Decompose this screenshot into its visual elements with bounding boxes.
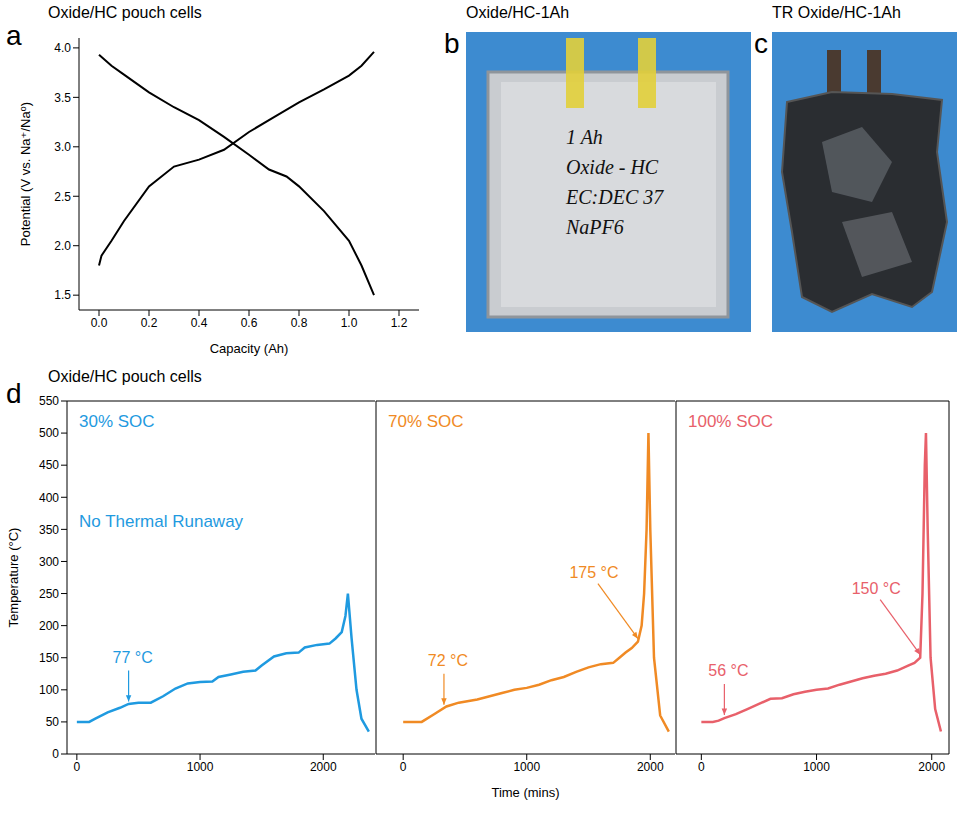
- svg-text:EC:DEC 37: EC:DEC 37: [565, 186, 664, 208]
- html-text:70% SOC: 70% SOC: [388, 412, 464, 431]
- svg-text:500: 500: [39, 426, 59, 440]
- svg-text:3.0: 3.0: [54, 140, 71, 154]
- svg-text:Capacity (Ah): Capacity (Ah): [210, 341, 289, 356]
- svg-text:0: 0: [74, 760, 81, 774]
- svg-text:150 °C: 150 °C: [852, 580, 901, 597]
- svg-text:Temperature (°C): Temperature (°C): [6, 528, 21, 628]
- html-text:100% SOC: 100% SOC: [688, 412, 773, 431]
- svg-text:56 °C: 56 °C: [708, 662, 748, 679]
- svg-text:350: 350: [39, 523, 59, 537]
- svg-text:1.0: 1.0: [341, 316, 358, 330]
- svg-text:72 °C: 72 °C: [428, 652, 468, 669]
- svg-text:200: 200: [39, 619, 59, 633]
- svg-text:300: 300: [39, 555, 59, 569]
- svg-text:175 °C: 175 °C: [569, 564, 618, 581]
- html-text:Oxide/HC-1Ah: Oxide/HC-1Ah: [466, 4, 570, 21]
- html-text:a: a: [6, 20, 22, 51]
- svg-text:0.6: 0.6: [241, 316, 258, 330]
- svg-text:2.0: 2.0: [54, 239, 71, 253]
- svg-text:400: 400: [39, 491, 59, 505]
- svg-text:1 Ah: 1 Ah: [566, 126, 603, 148]
- html-text:No Thermal Runaway: No Thermal Runaway: [79, 512, 244, 531]
- svg-text:0.2: 0.2: [141, 316, 158, 330]
- html-text:30% SOC: 30% SOC: [79, 412, 155, 431]
- html-text:Oxide/HC pouch cells: Oxide/HC pouch cells: [48, 368, 202, 385]
- svg-text:2.5: 2.5: [54, 190, 71, 204]
- svg-text:NaPF6: NaPF6: [565, 216, 624, 238]
- svg-text:100: 100: [39, 683, 59, 697]
- svg-text:1000: 1000: [513, 760, 540, 774]
- svg-text:0.4: 0.4: [191, 316, 208, 330]
- html-text:b: b: [444, 28, 460, 59]
- svg-text:0: 0: [400, 760, 407, 774]
- svg-text:Oxide - HC: Oxide - HC: [566, 156, 659, 178]
- svg-text:0.8: 0.8: [291, 316, 308, 330]
- svg-text:2000: 2000: [637, 760, 664, 774]
- html-text:TR Oxide/HC-1Ah: TR Oxide/HC-1Ah: [772, 4, 901, 21]
- svg-text:3.5: 3.5: [54, 91, 71, 105]
- svg-text:0: 0: [698, 760, 705, 774]
- svg-text:2000: 2000: [918, 760, 945, 774]
- svg-text:0: 0: [52, 747, 59, 761]
- svg-text:Potential (V vs. Na⁺/Na⁰): Potential (V vs. Na⁺/Na⁰): [18, 102, 33, 246]
- svg-text:1000: 1000: [187, 760, 214, 774]
- svg-text:0.0: 0.0: [91, 316, 108, 330]
- html-text:d: d: [6, 378, 22, 409]
- svg-text:1000: 1000: [803, 760, 830, 774]
- svg-text:50: 50: [46, 715, 60, 729]
- svg-text:1.2: 1.2: [391, 316, 408, 330]
- svg-text:2000: 2000: [310, 760, 337, 774]
- svg-text:550: 550: [39, 394, 59, 408]
- html-text:Oxide/HC pouch cells: Oxide/HC pouch cells: [48, 4, 202, 21]
- svg-text:450: 450: [39, 458, 59, 472]
- svg-text:250: 250: [39, 587, 59, 601]
- svg-text:4.0: 4.0: [54, 41, 71, 55]
- svg-text:1.5: 1.5: [54, 288, 71, 302]
- html-text:c: c: [754, 28, 768, 59]
- svg-text:77 °C: 77 °C: [112, 649, 152, 666]
- svg-text:Time (mins): Time (mins): [491, 785, 559, 800]
- svg-text:150: 150: [39, 651, 59, 665]
